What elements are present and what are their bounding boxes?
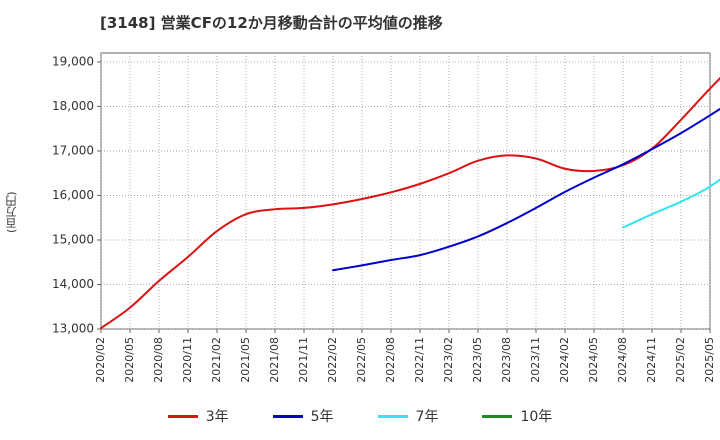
y-tick-label: 15,000 [52,232,94,246]
chart-title: [3148] 営業CFの12か月移動合計の平均値の推移 [100,14,443,32]
legend-label: 10年 [520,409,553,425]
x-tick-label: 2020/08 [152,337,165,383]
legend-swatch [377,414,408,418]
x-tick-labels: 2020/02 2020/05 2020/08 2020/11 2021/02 2021/… [94,337,716,383]
y-tick-label: 19,000 [52,54,94,68]
legend-item-1: 3年 [167,406,229,426]
x-tick-label: 2024/05 [587,337,600,383]
series-lines [100,76,720,330]
x-tick-label: 2020/02 [94,337,107,383]
y-tick-label: 18,000 [52,99,94,113]
x-tick-label: 2021/02 [210,337,223,383]
legend-item-3: 7年 [377,406,439,426]
series-line-1 [100,76,720,330]
x-tick-label: 2025/05 [703,337,716,383]
x-tick-label: 2022/02 [326,337,339,383]
plot-area [100,52,711,330]
legend-item-4: 10年 [482,406,552,426]
legend-swatch [272,414,303,418]
x-tick-label: 2024/11 [645,337,658,383]
legend-item-2: 5年 [272,406,334,426]
line-chart: 13,000 14,000 15,000 16,000 17,000 18,000 19,0… [52,52,720,383]
x-tick-label: 2021/05 [239,337,252,383]
x-tick-label: 2023/11 [529,337,542,383]
x-tick-label: 2023/05 [471,337,484,383]
legend-swatch [482,414,513,418]
legend: 3年 5年 7年 10年 [0,404,720,428]
legend-swatch [167,414,198,418]
legend-label: 5年 [310,409,334,425]
x-tick-label: 2022/05 [355,337,368,383]
x-tick-label: 2022/11 [413,337,426,383]
x-tick-label: 2025/02 [674,337,687,383]
y-tick-label: 17,000 [52,143,94,157]
series-line-3 [622,178,720,229]
x-tick-label: 2021/11 [297,337,310,383]
x-tick-label: 2023/02 [442,337,455,383]
y-tick-label: 16,000 [52,188,94,202]
legend-label: 3年 [205,409,229,425]
x-tick-label: 2020/05 [123,337,136,383]
y-tick-labels: 13,000 14,000 15,000 16,000 17,000 18,000 19,0… [52,54,94,335]
y-tick-label: 13,000 [52,322,94,336]
x-tick-label: 2022/08 [384,337,397,383]
series-line-2 [332,107,720,272]
x-tick-label: 2024/08 [616,337,629,383]
y-tick-label: 14,000 [52,277,94,291]
x-tick-label: 2024/02 [558,337,571,383]
x-tick-label: 2023/08 [500,337,513,383]
x-tick-label: 2021/08 [268,337,281,383]
x-tick-label: 2020/11 [181,337,194,383]
legend-label: 7年 [415,409,439,425]
